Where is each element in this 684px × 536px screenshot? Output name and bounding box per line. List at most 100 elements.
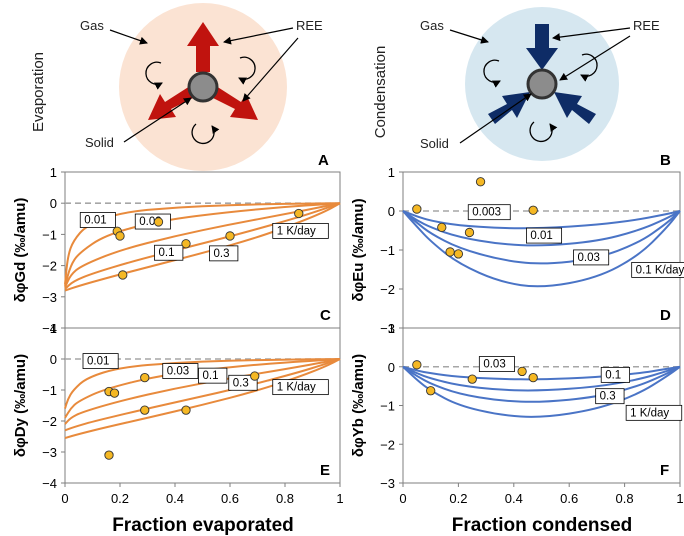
series-line-2: [402, 210, 681, 265]
chart-panels: 1 0 −1 −2 −3 −4 0.01 0.03 0.1 0.3 1 K/day δφGd (‰/a…: [12, 165, 684, 506]
x-axis-title-evaporated: Fraction evaporated: [112, 515, 294, 536]
x-tick-label: 0.4: [166, 491, 184, 506]
data-point: [412, 360, 422, 370]
plot-frame: [64, 171, 341, 329]
series-label: 0.3: [214, 248, 230, 260]
series-label: 0.1: [159, 247, 175, 259]
x-axis-title-condensed: Fraction condensed: [452, 515, 633, 536]
y-axis-label: δφEu (‰/amu): [350, 198, 367, 301]
data-point: [294, 208, 304, 219]
series-label-box: [272, 379, 329, 396]
series-line-1: [402, 365, 681, 392]
panel-letter: E: [320, 462, 330, 479]
series-label-box: [478, 356, 515, 372]
x-tick-label: 0.2: [449, 491, 467, 506]
inward-arrow-right: [554, 92, 596, 124]
series-label-box: [573, 249, 610, 266]
series-label: 0.03: [167, 366, 189, 378]
gas-swirl-icon: [145, 61, 163, 90]
x-tick-label: 0: [61, 491, 68, 506]
process-label-evaporation: Evaporation: [30, 52, 47, 132]
series-label-box: [595, 388, 625, 405]
series-label-box: [467, 204, 511, 221]
series-label-box: [272, 222, 329, 239]
series-label: 0.1: [203, 370, 219, 382]
data-point: [475, 177, 486, 187]
data-point: [528, 372, 538, 383]
series-label: 0.1 K/day: [636, 264, 684, 276]
series-label-box: [198, 367, 228, 384]
data-point: [118, 270, 128, 280]
x-tick-label: 0.2: [111, 491, 129, 506]
plot-frame: [402, 171, 681, 329]
x-tick-label: 0: [399, 491, 406, 506]
series-label: 0.03: [483, 359, 505, 371]
ree-pointer: [552, 27, 631, 42]
y-tick-label: −1: [380, 399, 395, 414]
process-label-condensation: Condensation: [372, 46, 389, 139]
gas-swirl-icon: [483, 59, 501, 88]
y-tick-label: −3: [380, 476, 395, 491]
series-line-0: [402, 210, 681, 230]
gas-swirl-icon: [191, 123, 220, 145]
series-label-box: [228, 374, 258, 391]
series-line-3: [64, 358, 341, 432]
data-point: [517, 366, 527, 377]
y-tick-label: −4: [42, 321, 57, 336]
x-tick-label: 0.6: [221, 491, 239, 506]
series-label: 0.01: [530, 230, 552, 242]
series-label: 1 K/day: [630, 407, 669, 419]
series-label-box: [82, 353, 119, 369]
x-tick-label: 0.8: [616, 491, 634, 506]
series-label: 0.01: [87, 356, 109, 368]
solid-pointer: [459, 93, 532, 144]
series-label: 0.1: [605, 369, 621, 381]
inward-arrow-down: [526, 24, 558, 70]
solid-particle: [187, 71, 219, 103]
y-tick-label: −2: [380, 437, 395, 452]
data-point: [453, 249, 464, 259]
data-point: [412, 204, 422, 214]
ree-label: REE: [296, 18, 323, 33]
y-tick-label: 0: [50, 352, 57, 367]
ree-label: REE: [633, 18, 660, 33]
gas-swirl-icon: [580, 53, 598, 82]
data-point: [528, 205, 538, 215]
panel-letter-a: A: [318, 152, 329, 169]
data-point: [153, 217, 164, 227]
series-label-box: [631, 261, 684, 278]
y-tick-label: −1: [42, 227, 57, 242]
data-point: [140, 405, 150, 415]
gas-swirl-icon: [238, 56, 256, 85]
x-tick-label: 0.6: [560, 491, 578, 506]
data-point: [225, 231, 235, 241]
y-tick-label: −2: [380, 282, 395, 297]
series-label-box: [162, 363, 199, 379]
ree-pointer: [559, 35, 631, 81]
series-label-box: [154, 244, 184, 261]
solid-particle: [526, 68, 558, 100]
solid-label: Solid: [85, 135, 114, 150]
ree-pointer: [242, 37, 299, 102]
y-axis-label: δφGd (‰/amu): [12, 198, 29, 303]
y-tick-label: 1: [50, 321, 57, 336]
series-line-1: [64, 202, 341, 287]
x-tick-label: 0.8: [276, 491, 294, 506]
gas-label: Gas: [420, 18, 444, 33]
series-line-0: [64, 202, 341, 285]
y-axis-label: δφYb (‰/amu): [350, 354, 367, 457]
gas-label: Gas: [80, 18, 104, 33]
series-line-2: [64, 358, 341, 425]
gas-pointer: [449, 29, 489, 44]
y-tick-label: −1: [380, 243, 395, 258]
y-tick-label: 1: [388, 321, 395, 336]
series-line-1: [64, 358, 341, 419]
y-tick-label: −2: [42, 414, 57, 429]
y-tick-label: −4: [42, 476, 57, 491]
y-tick-label: −1: [42, 383, 57, 398]
y-tick-label: −3: [42, 290, 57, 305]
data-point: [104, 450, 114, 460]
solid-label: Solid: [420, 136, 449, 151]
data-point: [250, 371, 260, 381]
